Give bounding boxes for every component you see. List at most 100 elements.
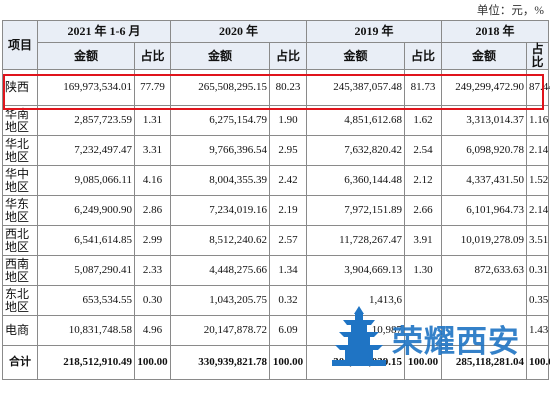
table-row: 电商 10,831,748.58 4.96 20,147,878.72 6.09 10,9… (2, 315, 550, 346)
ratio-cell: 2.57 (268, 225, 308, 256)
amount-cell: 6,098,920.78 (441, 135, 528, 166)
amount-cell: 10,831,748.58 (37, 315, 135, 346)
amount-header: 金额 (170, 42, 270, 70)
watermark: 荣耀西安 (328, 304, 546, 372)
ratio-cell: 0.35 (526, 285, 550, 316)
period-header: 2018 年 (441, 20, 550, 43)
amount-cell: 1,413,6 (306, 285, 406, 316)
table-row: 西南地区 5,087,290.41 2.33 4,448,275.66 1.34 3,90… (2, 255, 550, 286)
amount-cell: 6,249,900.90 (37, 195, 135, 226)
amount-cell: 1,043,205.75 (170, 285, 270, 316)
total-row: 合计 218,512,910.49 100.00 330,939,821.78 100.… (2, 345, 550, 380)
ratio-cell: 2.19 (268, 195, 308, 226)
ratio-cell: 2.86 (134, 195, 171, 226)
ratio-cell: 3.91 (404, 225, 443, 256)
table-row: 西北地区 6,541,614.85 2.99 8,512,240.62 2.57 11,7… (2, 225, 550, 256)
ratio-header: 占比 (268, 42, 308, 70)
amount-cell: 4,448,275.66 (170, 255, 270, 286)
total-amount-cell: 218,512,910.49 (37, 345, 135, 380)
table-row: 陕西 169,973,534.01 77.79 265,508,295.15 80.23… (2, 69, 550, 106)
region-cell: 华北地区 (2, 135, 38, 166)
ratio-cell: 80.23 (268, 69, 308, 106)
ratio-cell: 0.32 (268, 285, 308, 316)
amount-header: 金额 (306, 42, 406, 70)
total-ratio-cell: 100.00 (134, 345, 171, 380)
region-cell: 陕西 (2, 69, 38, 106)
ratio-cell: 1.16 (526, 105, 550, 136)
amount-cell (441, 285, 528, 316)
amount-cell: 20,147,878.72 (170, 315, 270, 346)
amount-cell: 6,541,614.85 (37, 225, 135, 256)
ratio-cell: 4.16 (134, 165, 171, 196)
amount-cell (441, 315, 528, 346)
amount-cell: 7,632,820.42 (306, 135, 406, 166)
amount-cell: 9,085,066.11 (37, 165, 135, 196)
amount-cell: 3,313,014.37 (441, 105, 528, 136)
total-label: 合计 (2, 345, 38, 380)
ratio-cell: 6.09 (268, 315, 308, 346)
ratio-cell (404, 315, 443, 346)
ratio-cell: 2.14 (526, 135, 550, 166)
ratio-cell: 1.62 (404, 105, 443, 136)
amount-cell: 6,275,154.79 (170, 105, 270, 136)
table-row: 东北地区 653,534.55 0.30 1,043,205.75 0.32 1,413,… (2, 285, 550, 316)
amount-cell: 4,337,431.50 (441, 165, 528, 196)
amount-cell: 7,232,497.47 (37, 135, 135, 166)
ratio-header: 占比 (134, 42, 171, 70)
total-ratio-cell: 100.00 (268, 345, 308, 380)
ratio-cell: 77.79 (134, 69, 171, 106)
ratio-cell: 1.31 (134, 105, 171, 136)
total-amount-cell: 285,118,281.04 (441, 345, 528, 380)
ratio-cell: 2.33 (134, 255, 171, 286)
region-cell: 西南地区 (2, 255, 38, 286)
amount-cell: 9,766,396.54 (170, 135, 270, 166)
region-cell: 东北地区 (2, 285, 38, 316)
table-row: 华北地区 7,232,497.47 3.31 9,766,396.54 2.95 7,63… (2, 135, 550, 166)
ratio-cell: 2.12 (404, 165, 443, 196)
amount-cell: 245,387,057.48 (306, 69, 406, 106)
region-cell: 华南地区 (2, 105, 38, 136)
ratio-cell: 3.51 (526, 225, 550, 256)
ratio-cell: 2.54 (404, 135, 443, 166)
amount-cell: 265,508,295.15 (170, 69, 270, 106)
pagoda-logo-icon (332, 306, 386, 366)
period-header: 2021 年 1-6 月 (37, 20, 171, 43)
ratio-header: 占比 (404, 42, 443, 70)
table-row: 华东地区 6,249,900.90 2.86 7,234,019.16 2.19 7,97… (2, 195, 550, 226)
ratio-cell: 3.31 (134, 135, 171, 166)
unit-label: 单位：元，% (476, 5, 544, 17)
ratio-cell: 2.95 (268, 135, 308, 166)
ratio-cell: 2.42 (268, 165, 308, 196)
amount-cell: 8,512,240.62 (170, 225, 270, 256)
ratio-cell: 4.96 (134, 315, 171, 346)
total-ratio-cell: 100.00 (404, 345, 443, 380)
amount-cell: 6,360,144.48 (306, 165, 406, 196)
ratio-cell: 1.90 (268, 105, 308, 136)
amount-cell: 653,534.55 (37, 285, 135, 316)
total-ratio-cell: 100.00 (526, 345, 550, 380)
table-row: 华南地区 2,857,723.59 1.31 6,275,154.79 1.90 4,85… (2, 105, 550, 136)
region-cell: 西北地区 (2, 225, 38, 256)
amount-cell: 872,633.63 (441, 255, 528, 286)
amount-cell: 5,087,290.41 (37, 255, 135, 286)
amount-cell: 249,299,472.90 (441, 69, 528, 106)
ratio-cell: 1.43 (526, 315, 550, 346)
ratio-header: 占比 (526, 42, 550, 70)
region-cell: 华中地区 (2, 165, 38, 196)
period-header: 2020 年 (169, 20, 308, 43)
ratio-cell: 87.44 (526, 69, 550, 106)
amount-header: 金额 (37, 42, 135, 70)
ratio-cell: 1.34 (268, 255, 308, 286)
amount-cell: 3,904,669.13 (306, 255, 406, 286)
ratio-cell: 0.30 (134, 285, 171, 316)
ratio-cell: 2.99 (134, 225, 171, 256)
ratio-cell: 2.14 (526, 195, 550, 226)
table-row: 华中地区 9,085,066.11 4.16 8,004,355.39 2.42 6,36… (2, 165, 550, 196)
amount-cell: 10,019,278.09 (441, 225, 528, 256)
amount-cell: 2,857,723.59 (37, 105, 135, 136)
amount-cell: 7,972,151.89 (306, 195, 406, 226)
period-header: 2019 年 (306, 20, 443, 43)
watermark-text: 荣耀西安 (392, 324, 520, 360)
ratio-cell: 0.31 (526, 255, 550, 286)
amount-cell: 7,234,019.16 (170, 195, 270, 226)
